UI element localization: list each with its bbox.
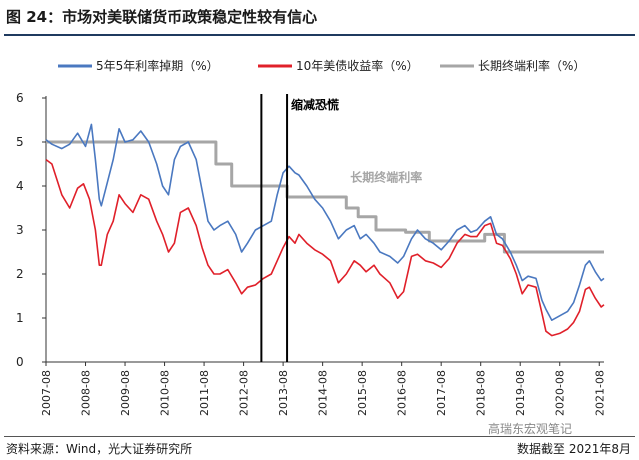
y-tick-label: 1 xyxy=(16,311,24,325)
series-line-2 xyxy=(46,140,604,254)
y-tick-label: 2 xyxy=(16,267,24,281)
x-tick-label: 2017-08 xyxy=(435,370,448,416)
legend-label: 10年美债收益率（%） xyxy=(296,58,419,73)
title-rule xyxy=(4,34,635,36)
legend-label: 长期终端利率（%） xyxy=(478,58,585,73)
x-tick-label: 2016-08 xyxy=(396,370,409,416)
x-tick-label: 2008-08 xyxy=(80,370,93,416)
x-tick-label: 2018-08 xyxy=(475,370,488,416)
bottom-rule xyxy=(4,436,635,437)
x-tick-label: 2013-08 xyxy=(277,370,290,416)
x-tick-label: 2011-08 xyxy=(198,370,211,416)
x-tick-label: 2012-08 xyxy=(238,370,251,416)
figure-title: 图 24：市场对美联储货币政策稳定性较有信心 xyxy=(6,8,318,26)
chart-legend: 5年5年利率掉期（%） 10年美债收益率（%） 长期终端利率（%） xyxy=(58,58,585,73)
y-tick-label: 3 xyxy=(16,223,24,237)
x-tick-label: 2014-08 xyxy=(317,370,330,416)
x-tick-label: 2021-08 xyxy=(593,370,606,416)
x-tick-label: 2007-08 xyxy=(40,370,53,416)
x-tick-label: 2010-08 xyxy=(159,370,172,416)
source-note: 资料来源：Wind，光大证券研究所 xyxy=(6,442,193,456)
y-tick-label: 5 xyxy=(16,135,24,149)
watermark-text: 高瑞东宏观笔记 xyxy=(488,422,573,436)
data-cutoff-note: 数据截至 2021年8月 xyxy=(517,442,631,456)
chart-lines xyxy=(45,94,605,362)
legend-label: 5年5年利率掉期（%） xyxy=(96,58,219,73)
x-tick-label: 2019-08 xyxy=(514,370,527,416)
y-tick-label: 4 xyxy=(16,179,24,193)
taper-tantrum-label: 缩减恐慌 xyxy=(291,97,339,112)
x-tick-label: 2009-08 xyxy=(119,370,132,416)
terminal-rate-label: 长期终端利率 xyxy=(350,170,422,185)
y-tick-label: 0 xyxy=(16,355,24,369)
series-line-1 xyxy=(45,158,605,337)
chart-axes: 0 1 2 3 4 5 6 2007-08 2008-08 2009-08 2010-08 2011-… xyxy=(16,91,606,416)
x-tick-label: 2020-08 xyxy=(554,370,567,416)
x-tick-label: 2015-08 xyxy=(356,370,369,416)
series-line-0 xyxy=(45,123,605,321)
y-tick-label: 6 xyxy=(16,91,24,105)
